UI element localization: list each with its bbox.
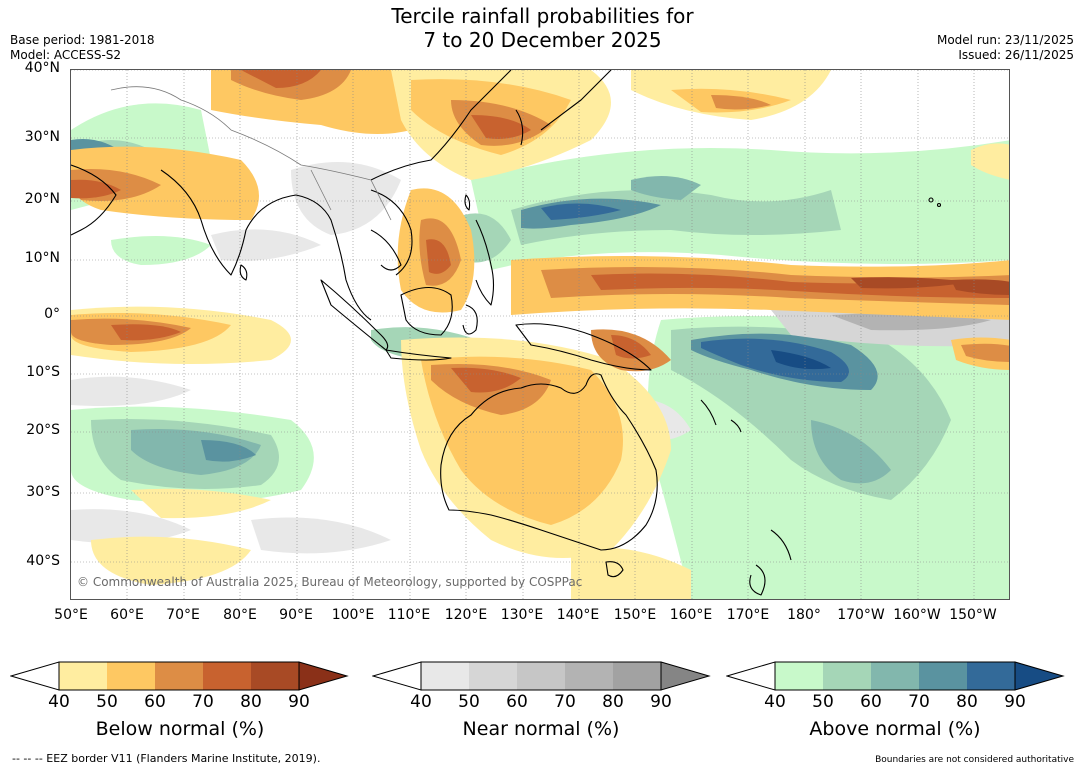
boundaries-note: Boundaries are not considered authoritat…: [875, 755, 1074, 765]
lon-label-150e: 150°E: [613, 607, 657, 623]
model-run-label: Model run: 23/11/2025: [936, 33, 1074, 47]
issued-label: Issued: 26/11/2025: [958, 48, 1074, 62]
near-tick-50: 50: [458, 692, 480, 712]
meta-left: Base period: 1981-2018 Model: ACCESS-S2: [10, 33, 155, 63]
lon-label-60e: 60°E: [110, 607, 144, 623]
country-borders: [110, 86, 392, 221]
colorbar-near-swatch-90: [661, 662, 709, 690]
colorbar-near-swatch-80: [613, 662, 661, 690]
lat-label-20n: 20°N: [24, 191, 60, 207]
lon-label-170e: 170°E: [726, 607, 770, 623]
above-tick-80: 80: [956, 692, 978, 712]
below-tick-40: 40: [48, 692, 70, 712]
colorbar-above-swatch-60: [871, 662, 919, 690]
near-tick-70: 70: [554, 692, 576, 712]
lon-label-130e: 130°E: [500, 607, 544, 623]
colorbar-above-swatch-70: [919, 662, 967, 690]
near-tick-80: 80: [602, 692, 624, 712]
colorbar-above-swatch-90: [1015, 662, 1063, 690]
below-tick-90: 90: [288, 692, 310, 712]
near-tick-90: 90: [650, 692, 672, 712]
colorbar-below-swatch-80: [251, 662, 299, 690]
title-line-2: 7 to 20 December 2025: [423, 28, 662, 52]
lon-label-160w: 160°W: [893, 607, 941, 623]
colorbar-near-normal: [372, 661, 711, 691]
colorbar-above-swatch-40: [775, 662, 823, 690]
below-normal-title: Below normal (%): [95, 718, 265, 740]
base-period-label: Base period: 1981-2018: [10, 33, 155, 47]
lon-label-140e: 140°E: [556, 607, 600, 623]
lon-label-80e: 80°E: [223, 607, 257, 623]
lon-label-50e: 50°E: [54, 607, 88, 623]
colorbar-below-swatch-70: [203, 662, 251, 690]
lon-label-160e: 160°E: [669, 607, 713, 623]
near-normal-title: Near normal (%): [462, 718, 620, 740]
lon-label-100e: 100°E: [331, 607, 375, 623]
near-tick-60: 60: [506, 692, 528, 712]
lat-label-10n: 10°N: [24, 250, 60, 266]
lon-label-150w: 150°W: [949, 607, 997, 623]
lat-label-40n: 40°N: [24, 60, 60, 76]
lon-label-110e: 110°E: [387, 607, 431, 623]
colorbar-below-swatch-60: [155, 662, 203, 690]
lat-label-30n: 30°N: [24, 129, 60, 145]
lat-label-0: 0°: [44, 306, 60, 322]
graticule: [71, 70, 1009, 599]
map-svg: © Commonwealth of Australia 2025, Bureau…: [71, 70, 1009, 599]
lat-label-30s: 30°S: [26, 484, 60, 500]
below-tick-60: 60: [144, 692, 166, 712]
colorbar-near-swatch-60: [517, 662, 565, 690]
above-normal-title: Above normal (%): [809, 718, 981, 740]
colorbar-near-swatch-40: [421, 662, 469, 690]
lon-label-180: 180°: [787, 607, 821, 623]
eez-note: -- -- -- EEZ border V11 (Flanders Marine…: [12, 752, 321, 765]
probability-map: © Commonwealth of Australia 2025, Bureau…: [70, 69, 1010, 600]
model-label: Model: ACCESS-S2: [10, 48, 122, 62]
below-normal-areas: [71, 70, 1009, 599]
meta-right: Model run: 23/11/2025 Issued: 26/11/2025: [937, 33, 1074, 63]
colorbar-below-normal: [10, 661, 349, 691]
lon-label-120e: 120°E: [444, 607, 488, 623]
lat-label-20s: 20°S: [26, 422, 60, 438]
colorbar-near-swatch-50: [469, 662, 517, 690]
lon-label-70e: 70°E: [166, 607, 200, 623]
title-line-1: Tercile rainfall probabilities for: [391, 4, 694, 28]
lon-label-90e: 90°E: [279, 607, 313, 623]
map-title: Tercile rainfall probabilities for 7 to …: [0, 4, 1085, 52]
colorbar-near-swatch-70: [565, 662, 613, 690]
coastlines: [71, 70, 942, 596]
above-tick-50: 50: [812, 692, 834, 712]
above-tick-70: 70: [908, 692, 930, 712]
lon-label-170w: 170°W: [837, 607, 885, 623]
colorbar-above-swatch-80: [967, 662, 1015, 690]
above-tick-90: 90: [1004, 692, 1026, 712]
above-normal-areas: [71, 103, 1009, 599]
colorbar-below-swatch-90: [299, 662, 347, 690]
above-tick-40: 40: [764, 692, 786, 712]
copyright-text: © Commonwealth of Australia 2025, Bureau…: [77, 575, 582, 589]
colorbar-below-swatch-40: [59, 662, 107, 690]
below-tick-50: 50: [96, 692, 118, 712]
near-tick-40: 40: [410, 692, 432, 712]
below-tick-80: 80: [240, 692, 262, 712]
colorbar-below-swatch-50: [107, 662, 155, 690]
lat-label-10s: 10°S: [26, 364, 60, 380]
below-tick-70: 70: [192, 692, 214, 712]
lat-label-40s: 40°S: [26, 553, 60, 569]
colorbar-above-normal: [726, 661, 1065, 691]
colorbar-above-swatch-50: [823, 662, 871, 690]
above-tick-60: 60: [860, 692, 882, 712]
